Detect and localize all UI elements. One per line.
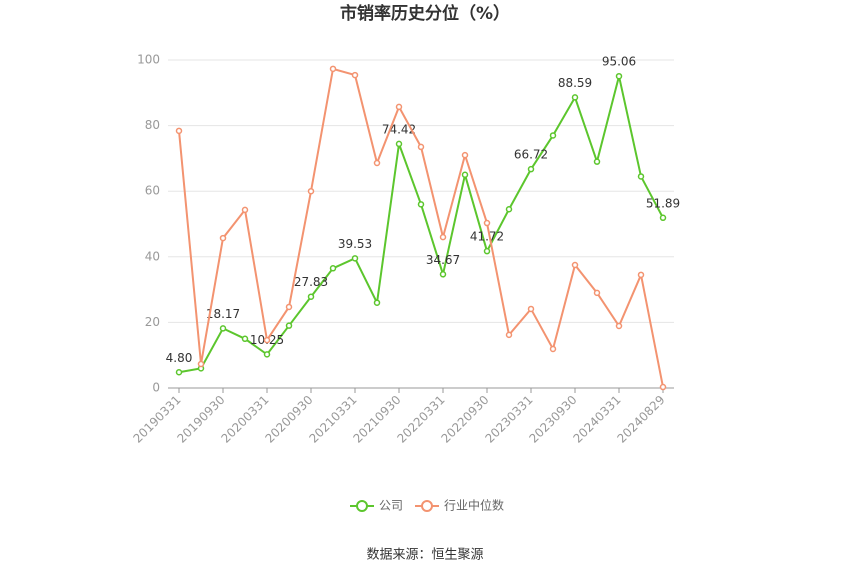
point — [241, 335, 249, 343]
point — [637, 173, 645, 180]
point — [241, 206, 249, 214]
x-tick-label: 20240829 — [615, 393, 668, 446]
point — [615, 72, 623, 80]
source: 数据来源：恒生聚源 — [366, 548, 483, 563]
point — [439, 271, 447, 278]
point — [637, 271, 645, 279]
y-tick-label: 20 — [145, 315, 160, 329]
point — [659, 214, 667, 222]
point — [615, 322, 623, 330]
point — [175, 127, 183, 135]
series-line — [178, 75, 664, 374]
y-tick-label: 100 — [137, 53, 160, 67]
point — [461, 171, 469, 179]
data-label: 74.42 — [382, 122, 416, 136]
point — [417, 143, 425, 151]
legend-marker — [356, 500, 368, 512]
point — [373, 299, 381, 306]
point — [219, 234, 227, 242]
point — [417, 201, 425, 208]
y-tick-label: 0 — [152, 381, 160, 395]
point — [351, 71, 359, 79]
point — [659, 383, 667, 391]
point — [439, 233, 447, 241]
data-label: 39.53 — [338, 237, 372, 251]
point — [571, 94, 579, 101]
data-label: 66.72 — [514, 148, 548, 162]
point — [307, 293, 315, 300]
point — [549, 132, 557, 139]
point — [329, 265, 337, 272]
point — [527, 305, 535, 313]
data-label: 95.06 — [602, 55, 636, 69]
point — [329, 65, 337, 73]
point — [219, 325, 227, 332]
point — [483, 247, 491, 255]
data-label: 41.72 — [470, 230, 504, 244]
point — [307, 187, 315, 195]
point — [571, 261, 579, 269]
point — [395, 140, 403, 148]
data-label: 51.89 — [646, 196, 680, 210]
point — [285, 322, 293, 329]
point — [351, 255, 359, 262]
point — [549, 345, 557, 353]
point — [593, 158, 601, 165]
y-tick-label: 60 — [145, 184, 160, 198]
point — [505, 205, 513, 213]
point — [263, 351, 271, 358]
chart-title: 市销率历史分位（%） — [340, 3, 510, 24]
point — [175, 369, 183, 376]
point — [285, 303, 293, 311]
point — [483, 219, 491, 227]
point — [593, 289, 601, 297]
data-label: 27.83 — [294, 275, 328, 289]
data-label: 4.80 — [166, 351, 193, 365]
point — [527, 165, 535, 173]
point — [373, 159, 381, 167]
point — [505, 331, 513, 339]
point — [395, 103, 403, 111]
data-label: 18.17 — [206, 307, 240, 321]
legend-marker — [421, 500, 433, 512]
legend-label: 公司 — [379, 499, 403, 513]
point — [263, 336, 271, 344]
point — [197, 360, 205, 368]
legend-label: 行业中位数 — [444, 498, 504, 513]
data-label: 88.59 — [558, 76, 592, 90]
point — [461, 151, 469, 159]
data-label: 34.67 — [426, 253, 460, 267]
y-tick-label: 80 — [145, 118, 160, 132]
y-tick-label: 40 — [145, 249, 160, 263]
